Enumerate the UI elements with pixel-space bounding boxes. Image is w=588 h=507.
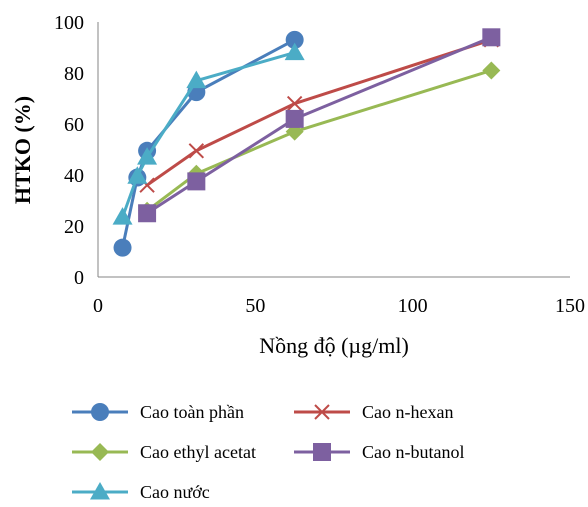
x-tick-labels: 0 50 100 150: [93, 295, 585, 317]
data-point: [187, 172, 206, 191]
data-point: [138, 204, 157, 223]
data-point: [112, 207, 133, 225]
y-tick-label: 20: [64, 216, 84, 238]
legend-label: Cao n-butanol: [362, 442, 464, 462]
series-5: [112, 42, 305, 225]
legend-marker: [90, 482, 110, 500]
legend: Cao toàn phần Cao n-hexan Cao ethyl acetat…: [72, 402, 464, 502]
y-tick-label: 60: [64, 114, 84, 136]
legend-item: Cao nước: [72, 482, 210, 502]
data-point: [286, 95, 303, 112]
y-tick-label: 40: [64, 165, 84, 187]
series-line: [146, 35, 492, 215]
data-point: [284, 42, 305, 61]
legend-label: Cao toàn phần: [140, 402, 244, 422]
axes: [97, 22, 570, 278]
legend-marker: [91, 403, 109, 421]
data-point: [113, 238, 132, 257]
data-point: [482, 28, 501, 47]
legend-item: Cao n-butanol: [294, 442, 464, 462]
y-axis-title: HTKO (%): [10, 96, 35, 204]
y-tick-label: 0: [74, 267, 84, 289]
legend-label: Cao ethyl acetat: [140, 442, 256, 462]
x-tick-label: 150: [555, 295, 585, 317]
data-point: [285, 30, 304, 49]
legend-item: Cao ethyl acetat: [72, 442, 256, 462]
series-line: [146, 38, 492, 187]
legend-marker: [313, 443, 331, 461]
series-4: [138, 28, 501, 223]
x-tick-label: 100: [398, 295, 428, 317]
data-point: [188, 143, 205, 159]
legend-item: Cao toàn phần: [72, 402, 244, 422]
data-point: [137, 147, 158, 165]
y-tick-label: 100: [54, 12, 84, 34]
series-layer: [112, 28, 501, 257]
y-tick-labels: 0 20 40 60 80 100: [54, 12, 84, 289]
legend-marker: [91, 443, 109, 461]
x-tick-label: 50: [245, 295, 265, 317]
legend-label: Cao nước: [140, 482, 210, 502]
series-line: [146, 69, 492, 212]
legend-label: Cao n-hexan: [362, 402, 453, 422]
data-point: [186, 70, 207, 89]
data-point: [482, 61, 501, 80]
x-tick-label: 0: [93, 295, 103, 317]
x-axis-title: Nồng độ (µg/ml): [259, 333, 409, 358]
legend-item: Cao n-hexan: [294, 402, 453, 422]
legend-marker: [314, 404, 330, 420]
data-point: [127, 166, 148, 184]
data-point: [285, 109, 304, 128]
y-tick-label: 80: [64, 63, 84, 85]
